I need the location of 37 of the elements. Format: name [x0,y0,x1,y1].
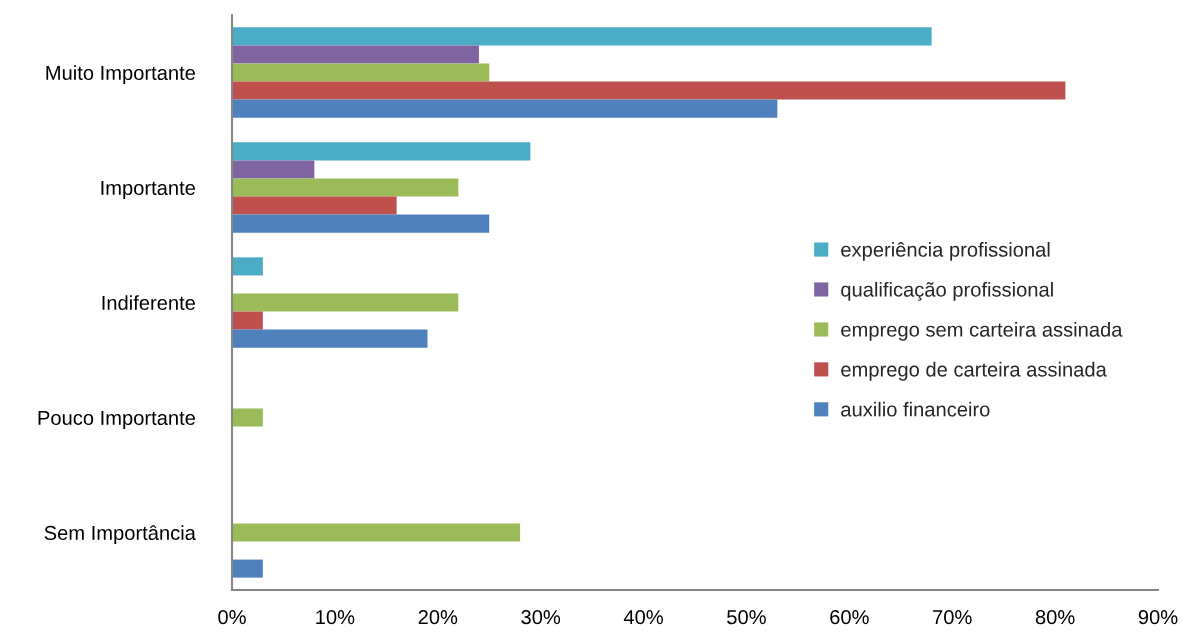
bar [232,81,1066,100]
x-tick-label: 40% [623,609,663,625]
y-tick-label: Indiferente [102,295,195,310]
legend-label: emprego sem carteira assinada [841,321,1123,341]
bar [232,214,490,233]
x-tick-label: 10% [316,609,355,625]
y-tick-label: Sem Importância [44,525,196,545]
bar [232,142,531,161]
bar [232,63,490,82]
bar [232,196,397,215]
x-tick-label: 30% [521,609,561,625]
x-tick-label: 80% [1035,609,1075,625]
y-tick-label: Muito Importante [46,65,196,84]
bar [232,311,263,330]
bar [232,45,479,64]
legend-label: emprego de carteira assinada [841,361,1107,381]
bar [232,160,315,179]
bar [232,178,459,197]
bar [232,408,263,427]
bar [232,99,778,118]
legend-label: auxilio financeiro [841,401,990,417]
x-tick-label: 50% [727,609,766,625]
bar [232,523,521,542]
y-tick-label: Importante [101,180,195,199]
x-tick-label: 0% [218,609,246,625]
bar [232,329,428,348]
x-tick-label: 70% [933,609,972,625]
bar [232,257,263,276]
x-tick-label: 20% [418,609,458,625]
bar [232,559,263,578]
x-tick-label: 60% [830,609,869,625]
x-tick-label: 90% [1138,609,1178,625]
bar [232,293,459,312]
bar [232,27,932,46]
legend-label: experiência profissional [841,241,1050,261]
legend-label: qualificação profissional [841,281,1053,301]
y-tick-label: Pouco Importante [38,410,196,429]
